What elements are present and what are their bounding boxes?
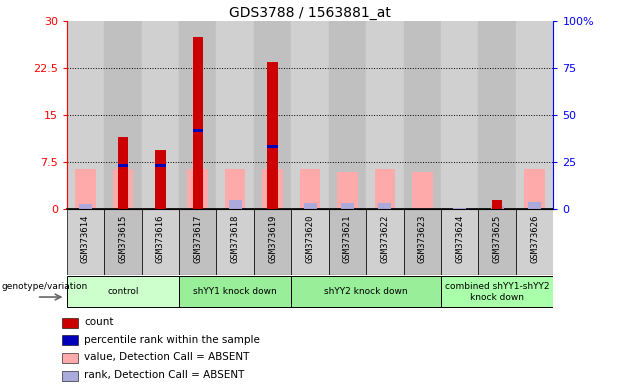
Text: GSM373620: GSM373620 [305,215,315,263]
Text: shYY1 knock down: shYY1 knock down [193,287,277,296]
Bar [79,204,92,209]
Bar [329,209,366,275]
Bar [193,37,203,209]
Bar [155,164,165,167]
Bar [404,21,441,209]
Bar [341,203,354,209]
Bar [291,209,329,275]
Text: GSM373626: GSM373626 [530,215,539,263]
Text: GSM373616: GSM373616 [156,215,165,263]
Text: GSM373617: GSM373617 [193,215,202,263]
Text: GSM373618: GSM373618 [231,215,240,263]
Bar [267,145,278,148]
Bar [179,21,216,209]
Bar [441,276,553,307]
Bar [412,172,432,209]
Bar [441,21,478,209]
Title: GDS3788 / 1563881_at: GDS3788 / 1563881_at [229,6,391,20]
Bar [225,169,245,209]
Text: genotype/variation: genotype/variation [1,282,88,291]
Text: shYY2 knock down: shYY2 knock down [324,287,408,296]
Bar [478,209,516,275]
Bar [524,169,545,209]
Bar [366,21,404,209]
Bar [62,318,78,328]
Bar [104,209,142,275]
Text: percentile rank within the sample: percentile rank within the sample [85,334,260,344]
Bar [267,62,278,209]
Bar [528,202,541,209]
Bar [188,169,208,209]
Text: GSM373622: GSM373622 [380,215,389,263]
Text: count: count [85,317,114,327]
Bar [142,209,179,275]
Bar [492,200,502,209]
Bar [216,209,254,275]
Text: GSM373624: GSM373624 [455,215,464,263]
Bar [300,169,321,209]
Bar [155,150,165,209]
Text: GSM373621: GSM373621 [343,215,352,263]
Bar [478,21,516,209]
Bar [516,209,553,275]
Bar [254,209,291,275]
Bar [118,164,128,167]
Text: combined shYY1-shYY2
knock down: combined shYY1-shYY2 knock down [445,282,550,301]
Bar [193,129,203,132]
Bar [142,21,179,209]
Bar [229,200,242,209]
Bar [329,21,366,209]
Bar [104,21,142,209]
Bar [216,21,254,209]
Bar [67,209,104,275]
Bar [254,21,291,209]
Bar [62,335,78,345]
Bar [375,169,395,209]
Bar [291,276,441,307]
Bar [113,169,133,209]
Bar [453,208,466,209]
Text: GSM373619: GSM373619 [268,215,277,263]
Bar [179,209,216,275]
Bar [490,206,504,209]
Text: control: control [107,287,139,296]
Text: GSM373625: GSM373625 [493,215,502,263]
Bar [404,209,441,275]
Bar [291,21,329,209]
Bar [441,209,478,275]
Text: value, Detection Call = ABSENT: value, Detection Call = ABSENT [85,353,250,362]
Bar [62,371,78,381]
Bar [67,21,104,209]
Bar [337,172,358,209]
Bar [303,203,317,209]
Text: rank, Detection Call = ABSENT: rank, Detection Call = ABSENT [85,370,245,380]
Bar [366,209,404,275]
Bar [67,276,179,307]
Text: GSM373615: GSM373615 [118,215,127,263]
Bar [262,169,283,209]
Bar [378,203,391,209]
Text: GSM373614: GSM373614 [81,215,90,263]
Bar [516,21,553,209]
Bar [75,169,96,209]
Bar [179,276,291,307]
Text: GSM373623: GSM373623 [418,215,427,263]
Bar [62,353,78,363]
Bar [118,137,128,209]
